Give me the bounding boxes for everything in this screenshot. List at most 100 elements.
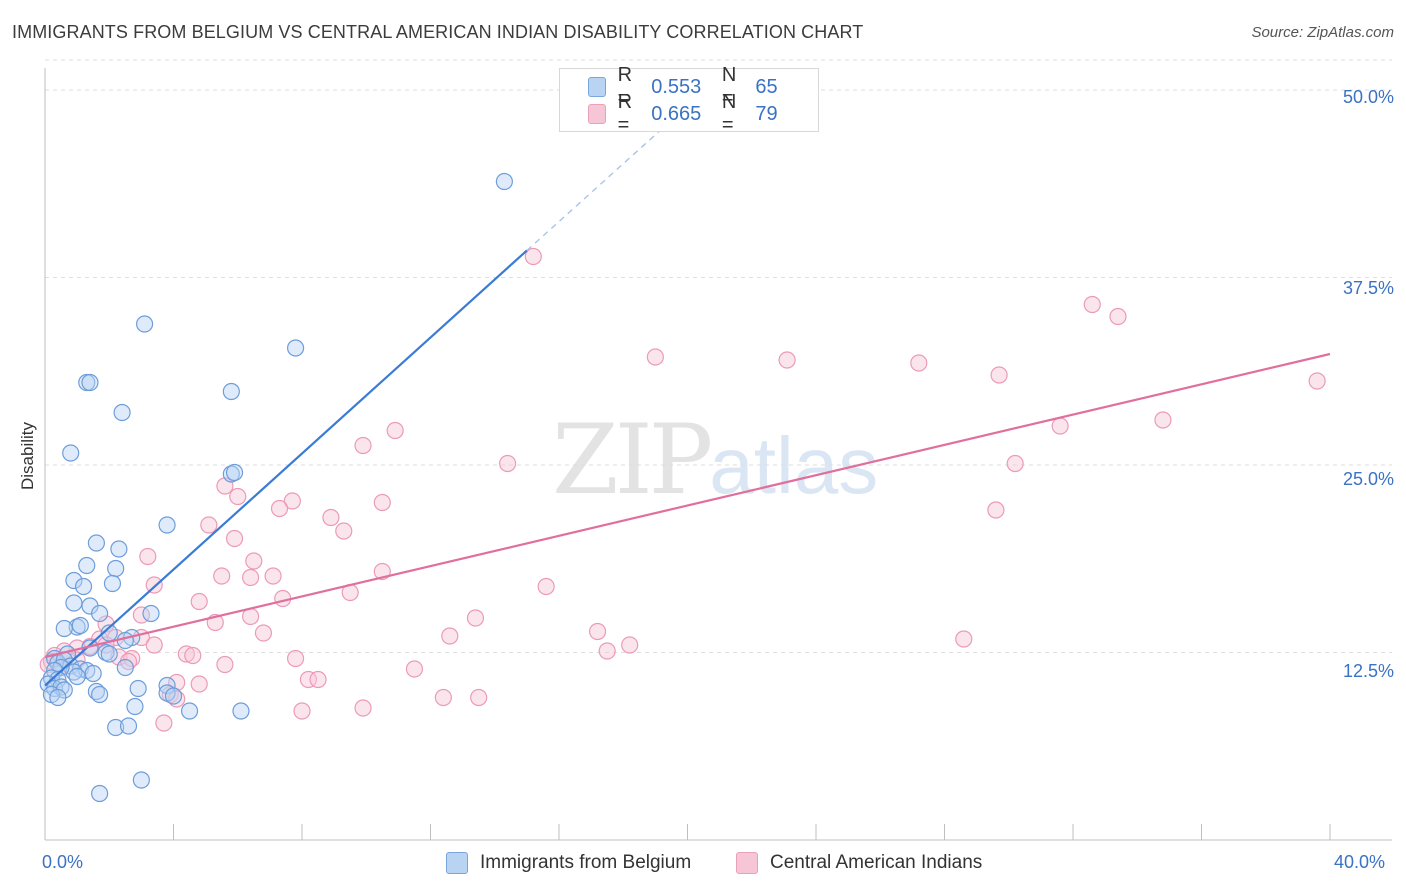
point-central-american (987, 501, 1005, 519)
point-central-american (1308, 372, 1326, 390)
point-central-american (778, 351, 796, 369)
point-belgium (107, 718, 125, 737)
point-belgium (78, 556, 96, 575)
y-tick-label: 12.5% (1342, 661, 1394, 681)
point-central-american (283, 492, 301, 510)
point-belgium (142, 604, 160, 623)
point-central-american (190, 592, 208, 611)
point-central-american (242, 568, 260, 587)
point-central-american (245, 552, 263, 570)
legend-n-label: N = (721, 64, 737, 109)
legend-swatch-blue (588, 77, 606, 97)
point-belgium (91, 685, 109, 704)
point-central-american (286, 649, 305, 668)
point-belgium (286, 339, 305, 357)
data-points (39, 172, 1326, 803)
legend-r-value: 0.665 (651, 102, 702, 125)
legend-row-belgium: R = 0.553 N = 65 (588, 64, 818, 109)
point-belgium (84, 664, 102, 683)
point-central-american (646, 348, 664, 366)
legend-item-label: Central American Indians (770, 852, 983, 873)
chart-title: IMMIGRANTS FROM BELGIUM VS CENTRAL AMERI… (12, 22, 864, 42)
y-tick-label: 25.0% (1342, 469, 1394, 489)
point-central-american (466, 609, 485, 627)
point-central-american (598, 642, 616, 660)
point-central-american (139, 547, 157, 566)
point-central-american (537, 577, 555, 596)
point-central-american (322, 508, 340, 527)
point-central-american (299, 670, 318, 689)
point-belgium (180, 702, 199, 720)
point-belgium (65, 571, 83, 590)
point-belgium (232, 702, 250, 720)
point-central-american (145, 576, 163, 594)
point-belgium (81, 373, 99, 392)
watermark-atlas: atlas (709, 421, 879, 510)
legend-item-label: Immigrants from Belgium (480, 852, 692, 873)
point-belgium (126, 697, 144, 716)
point-central-american (335, 522, 353, 540)
correlation-legend: R = 0.553 N = 65 R = 0.665 N = 79 (559, 64, 819, 136)
point-belgium (164, 687, 183, 705)
y-axis-label: Disability (18, 421, 37, 491)
legend-item-central-american: Central American Indians (736, 852, 982, 874)
point-belgium (116, 658, 134, 677)
point-central-american (184, 646, 202, 665)
point-belgium (55, 619, 73, 638)
point-belgium (91, 784, 109, 803)
point-belgium (91, 604, 109, 623)
point-belgium (68, 667, 86, 686)
point-central-american (123, 649, 141, 668)
y-tick-label: 37.5% (1342, 278, 1394, 298)
point-central-american (177, 645, 195, 663)
point-central-american (990, 366, 1008, 384)
legend-n-value: 65 (755, 75, 778, 98)
y-tick-label: 50.0% (1342, 87, 1394, 107)
point-central-american (588, 622, 607, 641)
point-central-american (200, 516, 218, 534)
point-central-american (470, 688, 488, 707)
point-central-american (155, 714, 173, 732)
watermark-zip: ZIP (552, 404, 713, 516)
point-central-american (264, 567, 282, 585)
point-central-american (434, 688, 452, 707)
point-central-american (955, 630, 973, 648)
trend-line-belgium-extension (526, 128, 663, 252)
point-central-american (354, 699, 372, 717)
point-belgium (132, 771, 150, 789)
legend-n-label: N = (721, 91, 737, 136)
axes (44, 68, 1392, 841)
point-central-american (309, 670, 327, 689)
point-belgium (100, 645, 118, 663)
point-central-american (405, 660, 424, 678)
point-belgium (129, 679, 147, 698)
point-belgium (103, 574, 122, 593)
point-belgium (49, 688, 67, 707)
series-legend: Immigrants from Belgium Central American… (0, 852, 1406, 878)
point-central-american (145, 636, 163, 654)
point-central-american (229, 487, 247, 506)
point-central-american (354, 436, 372, 455)
point-central-american (225, 529, 244, 548)
point-central-american (216, 655, 234, 674)
point-belgium (222, 382, 240, 401)
point-central-american (1006, 454, 1024, 473)
watermark: ZIPatlas (552, 404, 878, 516)
point-belgium (119, 717, 138, 735)
point-belgium (158, 516, 176, 534)
legend-n-value: 79 (755, 102, 778, 125)
point-central-american (910, 354, 928, 372)
legend-r-label: R = (617, 91, 633, 136)
point-central-american (499, 454, 517, 473)
point-central-american (270, 499, 289, 518)
point-central-american (441, 627, 459, 645)
point-central-american (621, 636, 639, 654)
point-central-american (524, 247, 542, 266)
point-central-american (373, 493, 391, 512)
point-belgium (495, 172, 513, 191)
point-belgium (107, 559, 125, 578)
point-belgium (74, 577, 93, 596)
point-belgium (225, 463, 244, 482)
legend-item-belgium: Immigrants from Belgium (446, 852, 691, 874)
